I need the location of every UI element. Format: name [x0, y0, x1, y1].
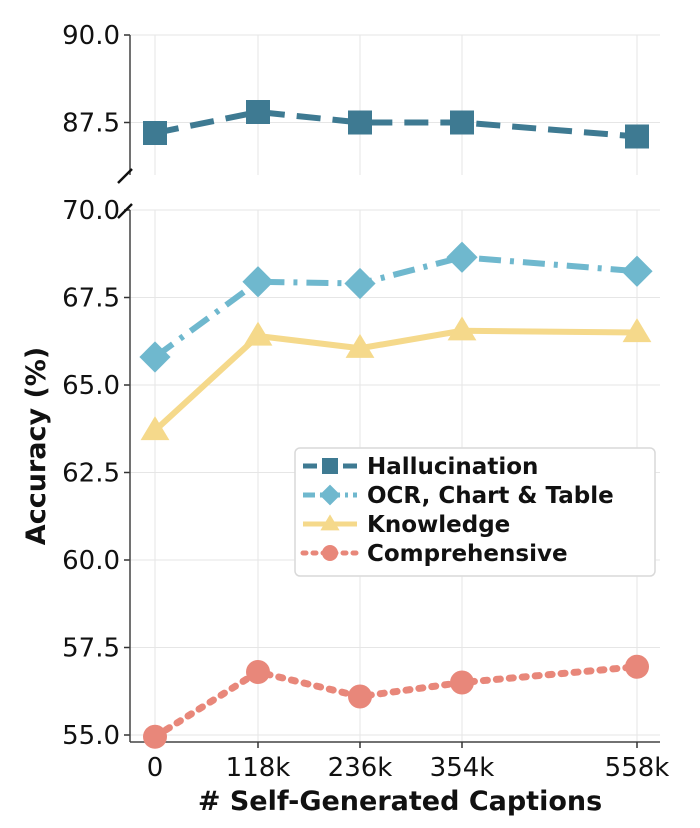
x-tick-label: 558k	[605, 753, 670, 783]
legend-item-comprehensive: Comprehensive	[300, 541, 568, 567]
series-comprehensive	[143, 654, 649, 749]
x-tick-label: 118k	[226, 753, 291, 783]
series-ocr-chart-table	[139, 241, 653, 373]
legend-marker	[322, 458, 338, 474]
upper-y-tick-label: 87.5	[62, 109, 120, 139]
legend-label: OCR, Chart & Table	[367, 483, 614, 509]
x-tick-label: 354k	[430, 753, 495, 783]
lower-y-tick-label: 55.0	[62, 721, 120, 751]
x-tick-label: 236k	[328, 753, 393, 783]
lower-y-tick-label: 70.0	[62, 196, 120, 226]
data-point-ocr-chart-table	[139, 341, 171, 373]
series-line-hallucination	[154, 109, 638, 140]
data-point-comprehensive	[348, 684, 372, 709]
series-knowledge	[140, 316, 652, 441]
series-hallucination	[143, 100, 649, 149]
legend-box	[294, 447, 656, 577]
data-point-hallucination	[450, 110, 474, 135]
legend-label: Hallucination	[367, 454, 538, 480]
data-point-hallucination	[143, 121, 167, 145]
legend-marker	[320, 514, 340, 531]
axes-layer: 90.0 87.5 70.0 67.5 65.0 62.5 60.0 57.5 55.0 0 118…	[62, 21, 669, 783]
data-point-knowledge	[140, 416, 170, 441]
data-point-comprehensive	[246, 660, 270, 684]
series-line-knowledge	[152, 327, 638, 433]
legend-item-knowledge: Knowledge	[303, 512, 510, 538]
series-line-comprehensive	[151, 663, 641, 741]
legend-label: Knowledge	[367, 512, 510, 538]
data-point-ocr-chart-table	[621, 255, 653, 287]
lower-y-tick-label: 57.5	[62, 634, 120, 664]
data-point-knowledge	[345, 333, 375, 358]
lower-y-tick-label: 60.0	[62, 546, 120, 576]
data-point-hallucination	[625, 124, 649, 149]
data-point-knowledge	[447, 316, 477, 341]
lower-y-tick-label: 62.5	[62, 459, 120, 489]
axis-break-mark-upper	[117, 168, 133, 184]
data-point-knowledge	[622, 318, 652, 343]
data-point-comprehensive	[143, 724, 167, 749]
legend-marker	[319, 484, 341, 506]
data-point-knowledge	[243, 321, 273, 346]
legend-item-hallucination: Hallucination	[303, 454, 538, 480]
y-axis-title: Accuracy (%)	[21, 347, 52, 545]
legend: Hallucination OCR, Chart & Table Knowledge…	[294, 447, 656, 577]
data-point-comprehensive	[625, 654, 649, 679]
data-point-ocr-chart-table	[344, 267, 376, 300]
lower-y-tick-label: 65.0	[62, 371, 120, 401]
grid-layer	[130, 34, 660, 742]
legend-marker	[322, 545, 338, 561]
upper-y-tick-label: 90.0	[62, 21, 120, 51]
legend-item-ocr-chart-table: OCR, Chart & Table	[303, 483, 614, 509]
data-point-hallucination	[348, 110, 372, 135]
lower-y-tick-label: 67.5	[62, 284, 120, 314]
legend-label: Comprehensive	[367, 541, 568, 567]
axis-break-mark-lower	[117, 203, 133, 219]
series-layer	[139, 100, 653, 749]
data-point-ocr-chart-table	[242, 266, 274, 298]
data-point-hallucination	[246, 100, 270, 124]
x-tick-label: 0	[147, 753, 164, 783]
data-point-ocr-chart-table	[446, 241, 478, 273]
data-point-comprehensive	[450, 670, 474, 695]
x-axis-title: # Self-Generated Captions	[198, 786, 602, 817]
